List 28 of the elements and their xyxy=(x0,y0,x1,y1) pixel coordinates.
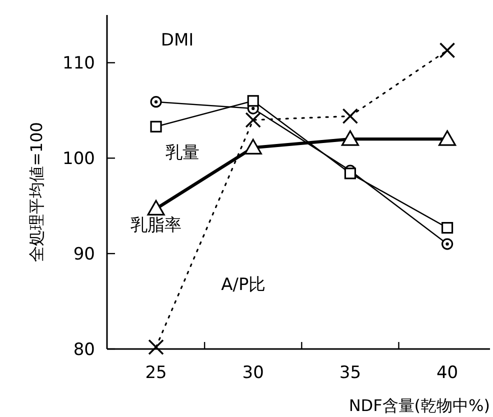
x-tick-label: 30 xyxy=(242,363,264,383)
point xyxy=(244,138,262,154)
point xyxy=(245,112,262,128)
series-label: A/P比 xyxy=(221,274,266,295)
point xyxy=(342,108,358,124)
text: DMI xyxy=(160,30,194,51)
point xyxy=(341,130,359,146)
y-tick-label: 100 xyxy=(62,149,95,170)
y-tick-label: 90 xyxy=(73,244,95,265)
x-tick-label: 40 xyxy=(436,363,458,383)
point xyxy=(150,96,162,108)
point xyxy=(441,222,454,234)
point xyxy=(150,120,162,132)
point xyxy=(344,168,356,180)
series-label: 乳脂率 xyxy=(130,216,182,236)
point xyxy=(439,42,456,58)
y-tick-label: 110 xyxy=(62,54,95,74)
point xyxy=(147,200,165,216)
point xyxy=(441,238,454,250)
point xyxy=(247,95,259,107)
x-tick-label: 35 xyxy=(339,363,362,383)
y-axis-title: 全処理平均値=100 xyxy=(27,122,46,262)
x-axis-title: NDF含量(乾物中%) xyxy=(348,396,490,415)
series-label: 乳量 xyxy=(166,143,200,164)
x-tick-label: 25 xyxy=(145,363,167,383)
point xyxy=(148,339,164,355)
point xyxy=(438,130,456,146)
y-tick-label: 80 xyxy=(73,340,95,360)
